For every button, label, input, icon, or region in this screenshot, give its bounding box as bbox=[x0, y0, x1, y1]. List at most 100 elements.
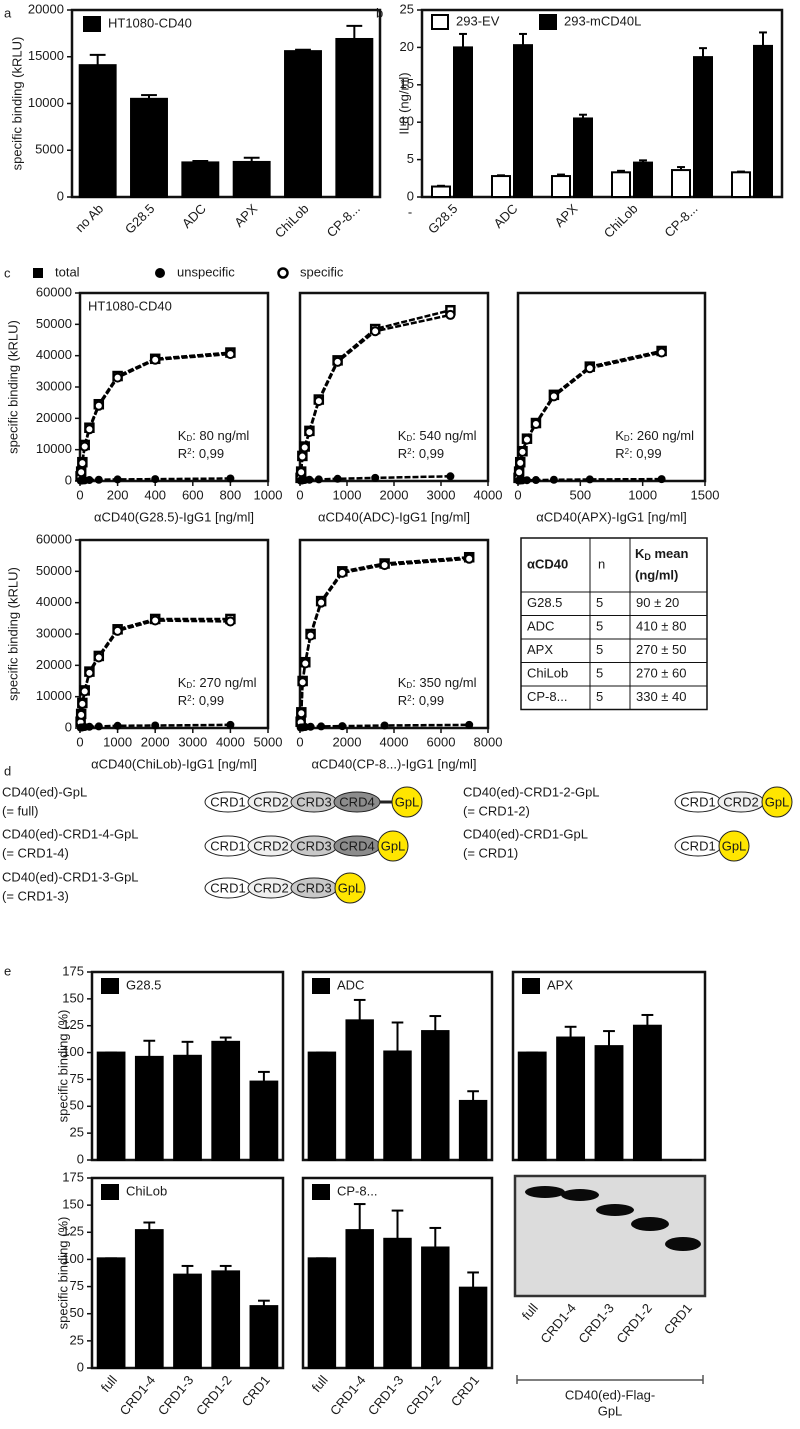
y-tick-label: 50 bbox=[70, 1098, 84, 1113]
y-tick-label: 50 bbox=[70, 1305, 84, 1320]
y-tick-label: 75 bbox=[70, 1278, 84, 1293]
bar bbox=[383, 1050, 412, 1162]
table-cell: 410 ± 80 bbox=[636, 619, 687, 634]
marker-circle bbox=[306, 722, 315, 731]
bar bbox=[633, 161, 653, 198]
legend-swatch bbox=[101, 978, 119, 994]
fit-annotation-part: R bbox=[615, 446, 624, 461]
legend-swatch bbox=[539, 14, 557, 30]
marker-open-circle bbox=[445, 309, 456, 320]
fit-annotation-part: K bbox=[398, 428, 407, 443]
marker-circle bbox=[305, 475, 314, 484]
y-tick-label: 15 bbox=[400, 76, 414, 91]
bar bbox=[284, 50, 322, 198]
y-tick-label: 50000 bbox=[36, 316, 72, 331]
western-blot bbox=[513, 1174, 707, 1384]
fit-annotation-part: D bbox=[186, 681, 192, 690]
construct-name: CD40(ed)-CRD1-GpL bbox=[463, 826, 588, 841]
bar bbox=[458, 1099, 488, 1162]
table-cell: 270 ± 60 bbox=[636, 666, 687, 681]
bar bbox=[421, 1246, 450, 1369]
legend-label: CP-8... bbox=[337, 1183, 377, 1198]
legend-swatch bbox=[431, 14, 449, 30]
marker-circle bbox=[522, 476, 531, 485]
x-tick-label: CP-8... bbox=[324, 201, 363, 240]
table-cell: 5 bbox=[596, 642, 603, 657]
bar bbox=[181, 161, 220, 198]
bar bbox=[232, 160, 271, 198]
y-tick-label: 50000 bbox=[36, 563, 72, 578]
fit-annotation: KD: 540 ng/ml bbox=[398, 428, 477, 443]
x-tick-label: 3000 bbox=[427, 487, 456, 502]
y-tick-label: 175 bbox=[62, 1169, 84, 1184]
y-tick-label: 10000 bbox=[36, 441, 72, 456]
legend-label: G28.5 bbox=[126, 977, 161, 992]
marker-open-circle bbox=[464, 553, 475, 564]
marker-open-circle bbox=[77, 458, 88, 469]
plot-frame bbox=[420, 8, 784, 199]
blot-band bbox=[631, 1217, 669, 1231]
x-tick-label: 0 bbox=[296, 487, 303, 502]
legend-label: APX bbox=[547, 977, 573, 992]
x-tick-label: 0 bbox=[514, 487, 521, 502]
fit-annotation-part: R bbox=[178, 693, 187, 708]
y-tick-label: 0 bbox=[65, 719, 72, 734]
table-cell: CP-8... bbox=[527, 689, 567, 704]
marker-open-circle bbox=[225, 616, 236, 627]
bar bbox=[421, 1030, 450, 1161]
bar bbox=[573, 117, 593, 198]
marker-circle bbox=[226, 474, 235, 483]
fit-curve bbox=[299, 557, 470, 723]
x-tick-label: ADC bbox=[179, 201, 209, 231]
construct-alias: (= CRD1) bbox=[463, 845, 518, 860]
bar bbox=[249, 1305, 279, 1369]
marker-circle bbox=[94, 722, 103, 731]
x-tick-label: ChiLob bbox=[601, 201, 641, 241]
marker-open-circle bbox=[112, 372, 123, 383]
bar bbox=[458, 1286, 488, 1369]
marker-open-circle bbox=[79, 686, 90, 697]
marker-open-circle bbox=[530, 418, 541, 429]
x-tick-label: CRD1-4 bbox=[327, 1372, 369, 1418]
crd-label: CRD2 bbox=[723, 794, 758, 809]
marker-open-circle bbox=[93, 652, 104, 663]
marker-circle bbox=[94, 475, 103, 484]
x-tick-label: 1000 bbox=[333, 487, 362, 502]
x-tick-label: 5000 bbox=[254, 734, 283, 749]
y-tick-label: 40000 bbox=[36, 347, 72, 362]
blot-lane-label: CRD1-3 bbox=[575, 1300, 617, 1346]
fit-annotation-part: K bbox=[615, 428, 624, 443]
marker-open-circle bbox=[84, 424, 95, 435]
y-tick-label: 60000 bbox=[36, 284, 72, 299]
y-tick-label: 0 bbox=[407, 188, 414, 203]
y-tick-label: 25 bbox=[70, 1332, 84, 1347]
y-tick-label: 150 bbox=[62, 1197, 84, 1212]
x-tick-label: CRD1-4 bbox=[117, 1372, 159, 1418]
marker-circle bbox=[333, 474, 342, 483]
blot-band bbox=[561, 1189, 599, 1201]
crd-domain bbox=[333, 791, 381, 813]
legend-marker bbox=[33, 268, 43, 278]
blot-lane-label: CRD1 bbox=[661, 1300, 695, 1337]
x-tick-label: full bbox=[98, 1372, 120, 1394]
table-cell: ChiLob bbox=[527, 666, 568, 681]
x-tick-label: 6000 bbox=[427, 734, 456, 749]
construct-name: CD40(ed)-GpL bbox=[2, 784, 87, 799]
construct-alias: (= full) bbox=[2, 803, 38, 818]
fit-annotation-part: : 260 ng/ml bbox=[630, 428, 694, 443]
bar bbox=[335, 37, 374, 198]
fit-annotation-part: : 270 ng/ml bbox=[192, 675, 256, 690]
marker-open-circle bbox=[297, 451, 308, 462]
table-cell: 90 ± 20 bbox=[636, 595, 679, 610]
marker-open-circle bbox=[76, 467, 87, 478]
marker-circle bbox=[446, 472, 455, 481]
marker-open-circle bbox=[300, 658, 311, 669]
marker-open-circle bbox=[584, 363, 595, 374]
fit-annotation: KD: 270 ng/ml bbox=[178, 675, 257, 690]
y-tick-label: 10 bbox=[400, 114, 414, 129]
plot-frame bbox=[70, 8, 382, 199]
marker-circle bbox=[151, 721, 160, 730]
legend-label: ChiLob bbox=[126, 1183, 167, 1198]
